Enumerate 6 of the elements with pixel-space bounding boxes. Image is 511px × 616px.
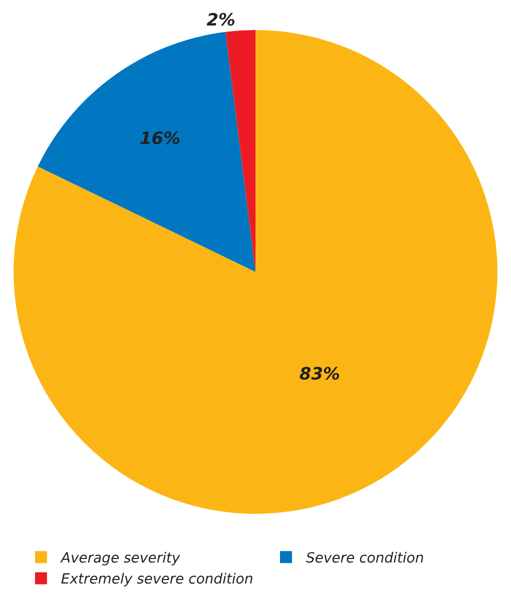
legend-label: Average severity <box>60 550 181 567</box>
legend-label: Severe condition <box>306 550 424 567</box>
legend-label: Extremely severe condition <box>61 572 254 588</box>
data-label: 2% <box>206 10 236 31</box>
data-label: 16% <box>140 128 180 149</box>
data-label: 83% <box>299 364 340 384</box>
